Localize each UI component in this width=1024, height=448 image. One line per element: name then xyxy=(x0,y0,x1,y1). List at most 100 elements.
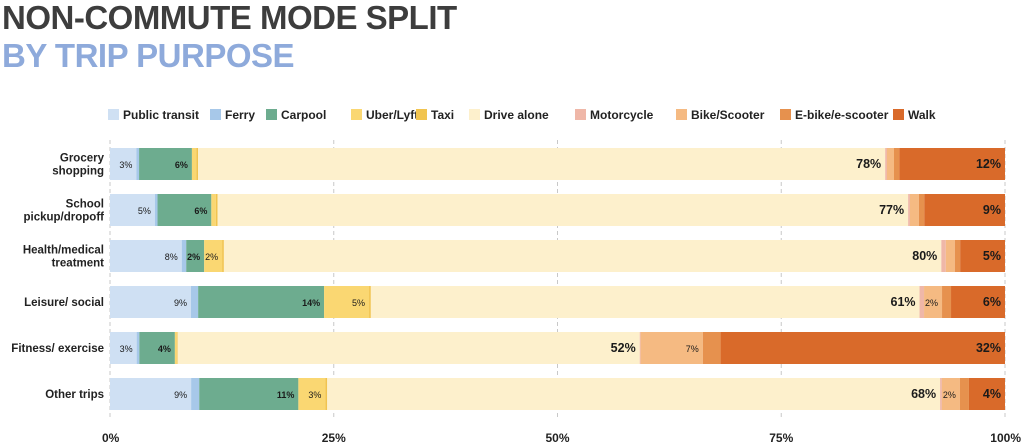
bar-segment xyxy=(640,332,703,364)
legend-swatch xyxy=(469,109,480,120)
bar-segment xyxy=(894,148,900,180)
data-label: 7% xyxy=(686,344,699,354)
data-label: 2% xyxy=(205,252,218,262)
bar-segment xyxy=(198,148,886,180)
bar-segment xyxy=(181,240,187,272)
legend-swatch xyxy=(266,109,277,120)
bar-segment xyxy=(959,378,969,410)
bar-segment xyxy=(136,332,140,364)
bar-segment xyxy=(174,332,177,364)
bar-segment xyxy=(196,148,199,180)
legend-label: Walk xyxy=(908,108,936,122)
legend-label: Uber/Lyft xyxy=(366,108,418,122)
legend-label: Drive alone xyxy=(484,108,549,122)
legend-label: Bike/Scooter xyxy=(691,108,765,122)
bar-segment xyxy=(940,378,942,410)
data-label: 78% xyxy=(856,157,881,171)
legend-label: Carpool xyxy=(281,108,326,122)
bar-segment xyxy=(191,378,200,410)
data-label: 68% xyxy=(911,387,936,401)
legend-swatch xyxy=(780,109,791,120)
bar-segment xyxy=(899,148,1005,180)
x-tick-label: 100% xyxy=(990,431,1021,445)
category-label: pickup/dropoff xyxy=(24,212,105,224)
bar-segment xyxy=(720,332,1005,364)
data-label: 77% xyxy=(879,203,904,217)
legend-swatch xyxy=(416,109,427,120)
bar-segment xyxy=(370,286,920,318)
data-label: 6% xyxy=(983,295,1001,309)
bar-segment xyxy=(941,240,946,272)
bar-segment xyxy=(215,194,218,226)
bar-segment xyxy=(924,194,1005,226)
legend-label: Taxi xyxy=(431,108,454,122)
bar-segment xyxy=(951,286,1005,318)
bar-segment xyxy=(139,148,192,180)
data-label: 61% xyxy=(891,295,916,309)
x-tick-label: 50% xyxy=(545,431,569,445)
data-label: 3% xyxy=(120,344,133,354)
data-label: 8% xyxy=(165,252,178,262)
bar-segment xyxy=(924,286,943,318)
chart-title: NON-COMMUTE MODE SPLIT xyxy=(2,0,457,36)
bar-segment xyxy=(941,378,960,410)
data-label: 80% xyxy=(912,249,937,263)
bar-segment xyxy=(199,378,299,410)
legend-label: Motorcycle xyxy=(590,108,654,122)
bar-segment xyxy=(918,194,925,226)
data-label: 3% xyxy=(119,160,132,170)
bar-segment xyxy=(639,332,641,364)
bar-segment xyxy=(908,194,910,226)
legend-swatch xyxy=(108,109,119,120)
bar-segment xyxy=(110,240,182,272)
x-tick-label: 75% xyxy=(769,431,793,445)
legend-swatch xyxy=(893,109,904,120)
data-label: 32% xyxy=(976,341,1001,355)
bar-segment xyxy=(139,332,175,364)
bar-segment xyxy=(325,378,328,410)
chart-subtitle: BY TRIP PURPOSE xyxy=(2,37,295,74)
x-tick-label: 25% xyxy=(322,431,346,445)
category-label: Other trips xyxy=(45,389,104,401)
bar-segment xyxy=(885,148,887,180)
category-label: Grocery xyxy=(60,153,105,165)
bar-segment xyxy=(110,332,137,364)
bar-segment xyxy=(886,148,895,180)
bar-segment xyxy=(211,194,216,226)
bar-segment xyxy=(369,286,371,318)
bar-segment xyxy=(110,194,155,226)
bar-segment xyxy=(157,194,212,226)
bar-segment xyxy=(223,240,942,272)
bar-segment xyxy=(327,378,941,410)
category-label: Leisure/ social xyxy=(24,297,104,309)
bar-segment xyxy=(198,286,325,318)
bar-segment xyxy=(110,378,192,410)
category-label: School xyxy=(66,199,104,211)
data-label: 2% xyxy=(943,390,956,400)
data-label: 2% xyxy=(187,252,200,262)
bar-segment xyxy=(110,148,137,180)
data-label: 12% xyxy=(976,157,1001,171)
data-label: 9% xyxy=(174,298,187,308)
bar-segment xyxy=(942,286,952,318)
bar-segment xyxy=(954,240,961,272)
bar-segment xyxy=(968,378,1005,410)
bar-segment xyxy=(222,240,224,272)
data-label: 5% xyxy=(138,206,151,216)
data-label: 4% xyxy=(983,387,1001,401)
bar-segment xyxy=(204,240,223,272)
bar-segment xyxy=(945,240,955,272)
category-label: Health/medical xyxy=(23,245,104,257)
legend-swatch xyxy=(210,109,221,120)
bar-segment xyxy=(136,148,140,180)
bar-segment xyxy=(960,240,1005,272)
legend-swatch xyxy=(676,109,687,120)
legend-label: Public transit xyxy=(123,108,199,122)
bar-segment xyxy=(909,194,919,226)
bar-segment xyxy=(186,240,205,272)
bar-segment xyxy=(190,286,199,318)
bar-segment xyxy=(110,286,191,318)
bar-segment xyxy=(919,286,925,318)
data-label: 52% xyxy=(611,341,636,355)
